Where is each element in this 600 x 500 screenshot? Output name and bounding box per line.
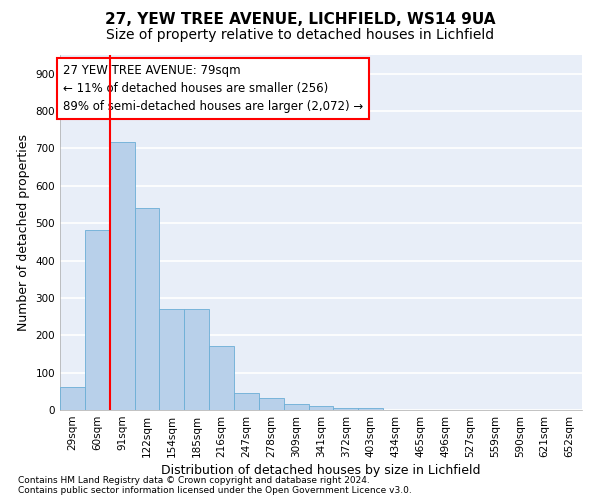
Bar — [209, 346, 234, 410]
Bar — [160, 309, 184, 410]
Text: 27 YEW TREE AVENUE: 79sqm
← 11% of detached houses are smaller (256)
89% of semi: 27 YEW TREE AVENUE: 79sqm ← 11% of detac… — [62, 64, 363, 113]
Text: Contains HM Land Registry data © Crown copyright and database right 2024.
Contai: Contains HM Land Registry data © Crown c… — [18, 476, 412, 495]
Bar — [234, 393, 259, 410]
Bar — [358, 408, 383, 410]
Bar — [334, 408, 358, 410]
Bar — [259, 398, 284, 410]
Bar — [308, 406, 334, 410]
Bar — [134, 208, 160, 410]
X-axis label: Distribution of detached houses by size in Lichfield: Distribution of detached houses by size … — [161, 464, 481, 477]
Bar — [85, 230, 110, 410]
Bar — [184, 309, 209, 410]
Text: 27, YEW TREE AVENUE, LICHFIELD, WS14 9UA: 27, YEW TREE AVENUE, LICHFIELD, WS14 9UA — [105, 12, 495, 28]
Text: Size of property relative to detached houses in Lichfield: Size of property relative to detached ho… — [106, 28, 494, 42]
Y-axis label: Number of detached properties: Number of detached properties — [17, 134, 30, 331]
Bar — [60, 387, 85, 410]
Bar — [284, 404, 308, 410]
Bar — [110, 142, 134, 410]
